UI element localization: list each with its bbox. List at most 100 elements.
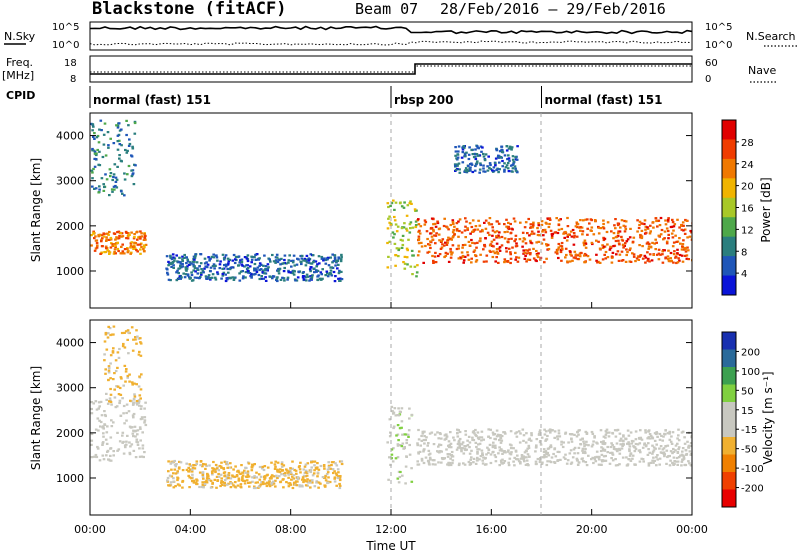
- data-cell: [127, 331, 130, 334]
- colorbar-tick-label: 16: [741, 204, 754, 215]
- data-cell: [103, 353, 106, 356]
- data-cell: [190, 470, 194, 473]
- data-cell: [312, 261, 315, 264]
- data-cell: [132, 397, 136, 400]
- data-cell: [239, 472, 242, 475]
- data-cell: [110, 425, 114, 428]
- data-cell: [614, 236, 618, 239]
- data-cell: [645, 242, 649, 245]
- data-cell: [629, 431, 633, 434]
- data-cell: [495, 250, 499, 253]
- data-cell: [649, 461, 653, 464]
- data-cell: [401, 243, 405, 247]
- data-cell: [310, 466, 313, 469]
- data-cell: [335, 464, 339, 467]
- data-cell: [566, 216, 569, 220]
- data-cell: [173, 459, 176, 463]
- data-cell: [297, 258, 300, 261]
- data-cell: [397, 255, 400, 258]
- data-cell: [564, 453, 567, 456]
- data-cell: [283, 258, 286, 262]
- data-cell: [102, 235, 106, 238]
- data-cell: [140, 245, 143, 249]
- velocity-cbar-label: Velocity [m s⁻¹]: [761, 371, 775, 464]
- data-cell: [614, 239, 618, 243]
- data-cell: [582, 440, 585, 443]
- data-cell: [436, 450, 439, 453]
- data-cell: [549, 229, 553, 232]
- data-cell: [517, 430, 521, 433]
- data-cell: [494, 164, 497, 167]
- data-cell: [603, 237, 607, 240]
- data-cell: [109, 400, 113, 404]
- data-cell: [123, 364, 127, 367]
- data-cell: [107, 371, 111, 374]
- data-cell: [227, 260, 231, 263]
- data-cell: [292, 269, 296, 273]
- data-cell: [428, 244, 432, 247]
- data-cell: [386, 202, 390, 205]
- data-cell: [597, 232, 601, 235]
- data-cell: [90, 401, 94, 404]
- data-cell: [686, 440, 689, 443]
- data-cell: [394, 223, 398, 226]
- data-cell: [408, 453, 412, 456]
- data-cell: [136, 243, 140, 246]
- data-cell: [118, 154, 121, 157]
- data-cell: [487, 221, 491, 224]
- data-cell: [618, 432, 622, 435]
- data-cell: [609, 451, 612, 454]
- data-cell: [474, 164, 477, 168]
- data-cell: [575, 457, 579, 460]
- data-cell: [445, 433, 448, 436]
- data-cell: [458, 437, 462, 441]
- data-cell: [666, 455, 669, 459]
- data-cell: [513, 240, 516, 243]
- data-cell: [311, 474, 315, 477]
- data-cell: [447, 464, 451, 467]
- data-cell: [541, 229, 545, 232]
- data-cell: [655, 241, 658, 244]
- data-cell: [514, 238, 517, 241]
- data-cell: [234, 258, 237, 261]
- data-cell: [247, 475, 251, 478]
- data-cell: [254, 486, 257, 490]
- data-cell: [309, 486, 312, 489]
- data-cell: [275, 277, 279, 280]
- data-cell: [181, 469, 185, 472]
- data-cell: [540, 220, 544, 223]
- y-tick-label: 4000: [56, 337, 84, 350]
- data-cell: [93, 132, 96, 135]
- data-cell: [670, 435, 673, 438]
- data-cell: [395, 434, 398, 437]
- data-cell: [226, 267, 229, 271]
- data-cell: [410, 467, 413, 470]
- data-cell: [516, 454, 519, 457]
- data-cell: [509, 231, 513, 234]
- data-cell: [560, 245, 564, 248]
- data-cell: [514, 450, 518, 453]
- data-cell: [108, 194, 111, 197]
- data-cell: [296, 276, 300, 279]
- nave-series: [90, 65, 692, 73]
- data-cell: [478, 154, 481, 157]
- data-cell: [668, 430, 671, 433]
- data-cell: [91, 185, 94, 188]
- data-cell: [408, 223, 412, 226]
- data-cell: [292, 273, 296, 276]
- data-cell: [216, 259, 219, 262]
- data-cell: [104, 331, 108, 335]
- data-cell: [604, 459, 608, 462]
- data-cell: [221, 272, 225, 276]
- data-cell: [604, 433, 608, 436]
- data-cell: [316, 471, 320, 474]
- data-cell: [191, 480, 194, 483]
- data-cell: [285, 481, 288, 484]
- data-cell: [655, 464, 658, 467]
- data-cell: [392, 199, 395, 202]
- data-cell: [118, 399, 122, 402]
- noise-tick-left-top: 10^5: [52, 22, 79, 33]
- data-cell: [187, 263, 191, 266]
- data-cell: [638, 442, 642, 445]
- freq-tick-bottom: 8: [70, 74, 76, 85]
